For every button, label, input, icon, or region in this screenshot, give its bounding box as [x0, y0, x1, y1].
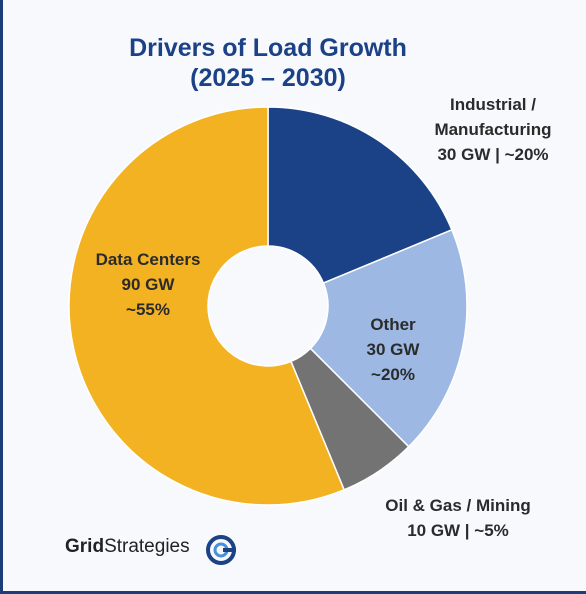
logo-text: Strategies [104, 536, 190, 557]
logo: GridStrategies [65, 536, 190, 558]
slice [68, 106, 346, 506]
category-label: Oil & Gas / Mining [385, 496, 531, 515]
chart-title: Drivers of Load Growth [129, 34, 407, 62]
category-label: Data Centers [95, 250, 201, 269]
logo-icon [206, 535, 236, 565]
slice [267, 106, 453, 285]
value-label: 30 GW | ~20% [437, 145, 549, 164]
value-label: 90 GW ~55% [121, 275, 175, 319]
category-label: Other [370, 315, 416, 334]
slice [309, 228, 468, 448]
value-label: 10 GW | ~5% [407, 521, 509, 540]
logo-bold: Grid [65, 536, 105, 557]
donut [68, 106, 468, 565]
chart-subtitle: (2025 – 2030) [190, 64, 346, 92]
value-label: 30 GW ~20% [366, 340, 420, 384]
category-label: Industrial / Manufacturing [434, 95, 552, 139]
